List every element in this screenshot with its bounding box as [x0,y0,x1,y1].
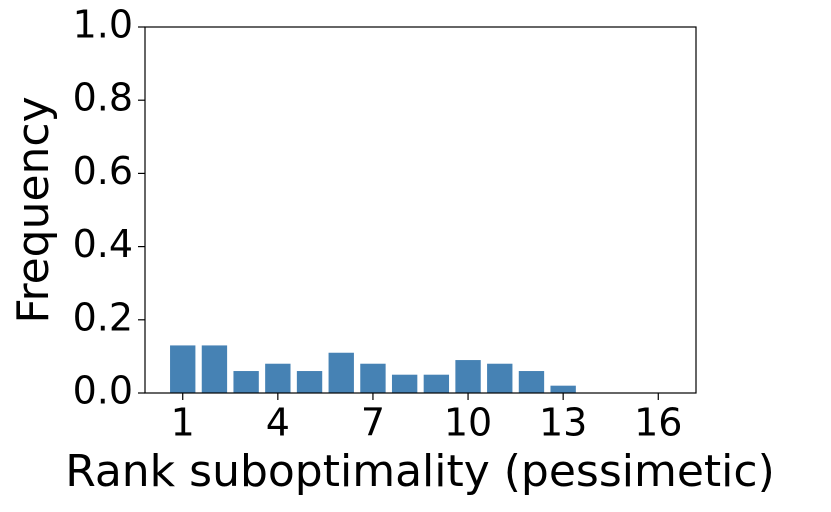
y-tick-label: 0.8 [73,76,133,120]
bar [360,363,386,393]
bar [455,360,481,393]
bar [391,374,418,393]
plot-frame [144,26,697,394]
y-tick-label: 0.4 [73,222,133,266]
bar [170,345,196,393]
bar [518,371,545,393]
bar [201,345,228,393]
y-tick-label: 0.0 [73,369,133,413]
x-tick-label: 1 [171,401,195,445]
y-tick-label: 0.2 [73,295,133,339]
y-tick-label: 1.0 [73,3,133,47]
x-tick-label: 10 [444,401,492,445]
bar [487,363,513,393]
bar [265,363,291,393]
bar [423,374,450,393]
x-tick-label: 7 [361,401,385,445]
x-axis-label: Rank suboptimality (pessimetic) [65,446,775,497]
bar [328,352,354,393]
bar [550,385,576,393]
x-tick-label: 13 [539,401,587,445]
x-tick-label: 16 [634,401,682,445]
x-tick-label: 4 [266,401,290,445]
y-axis-label: Frequency [8,96,59,323]
y-tick-label: 0.6 [73,149,133,193]
bar [233,371,259,393]
bar [296,371,323,393]
